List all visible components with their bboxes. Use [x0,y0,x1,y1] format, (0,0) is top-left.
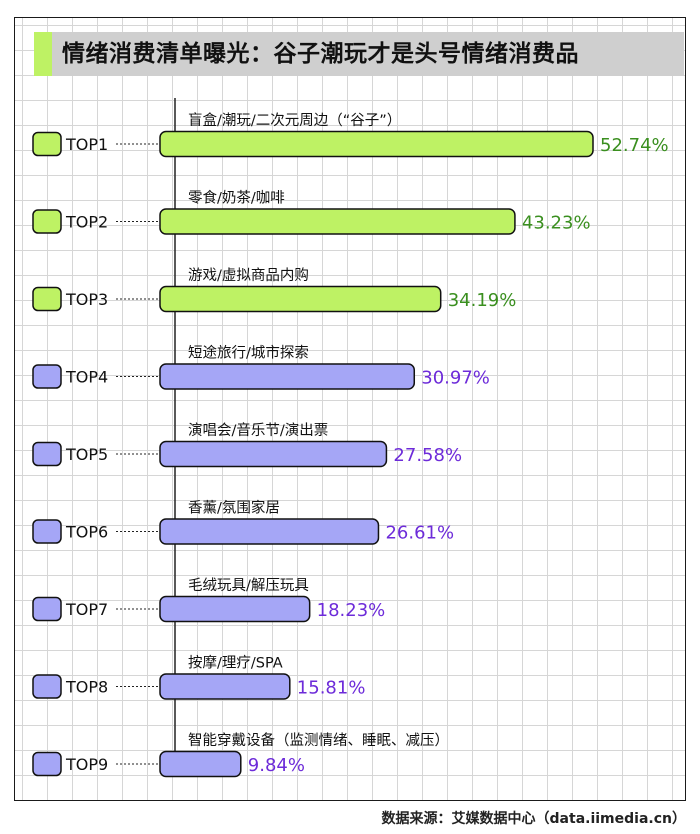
value-label: 15.81% [297,678,366,699]
value-label: 30.97% [421,368,490,389]
data-bar [159,363,416,390]
rank-label: TOP4 [65,368,108,387]
rank-marker [32,286,62,312]
rank-label: TOP9 [65,755,108,774]
rank-marker [32,131,62,157]
value-label: 9.84% [248,755,305,776]
rank-marker [32,751,62,777]
category-label: 游戏/虚拟商品内购 [188,267,309,284]
value-label: 52.74% [600,135,669,156]
rank-label: TOP1 [65,135,108,154]
category-label: 演唱会/音乐节/演出票 [188,422,328,439]
rank-marker [32,519,62,544]
rank-label: TOP5 [65,445,108,464]
rank-marker [32,674,62,699]
rank-label: TOP7 [65,600,108,619]
value-label: 34.19% [448,290,517,311]
category-label: 盲盒/潮玩/二次元周边（“谷子”） [188,112,401,129]
rank-label: TOP2 [65,213,108,232]
data-bar [159,595,311,623]
value-label: 27.58% [393,445,462,466]
rank-label: TOP6 [65,523,108,542]
data-bar [159,285,442,313]
source-note: 数据来源：艾媒数据中心（data.iimedia.cn） [381,811,686,827]
category-label: 智能穿戴设备（监测情绪、睡眠、减压） [188,732,449,749]
category-label: 零食/奶茶/咖啡 [188,190,285,207]
category-label: 香薰/氛围家居 [188,500,280,517]
rank-label: TOP3 [65,290,108,309]
rank-marker [32,209,62,234]
value-label: 26.61% [385,523,454,544]
data-bar [159,673,291,700]
rank-marker [32,596,62,622]
value-label: 18.23% [317,600,386,621]
category-label: 短途旅行/城市探索 [188,345,309,362]
rank-marker [32,364,62,389]
data-bar [159,750,242,778]
data-bar [159,518,380,545]
data-bar [159,440,388,468]
title-band [34,32,684,76]
rank-marker [32,441,62,467]
category-label: 毛绒玩具/解压玩具 [188,577,309,594]
chart-title: 情绪消费清单曝光：谷子潮玩才是头号情绪消费品 [62,41,579,67]
value-label: 43.23% [522,213,591,234]
data-bar [159,208,516,235]
data-bar [159,130,594,158]
rank-label: TOP8 [65,678,108,697]
title-accent-bar [34,32,52,76]
category-label: 按摩/理疗/SPA [188,654,283,672]
